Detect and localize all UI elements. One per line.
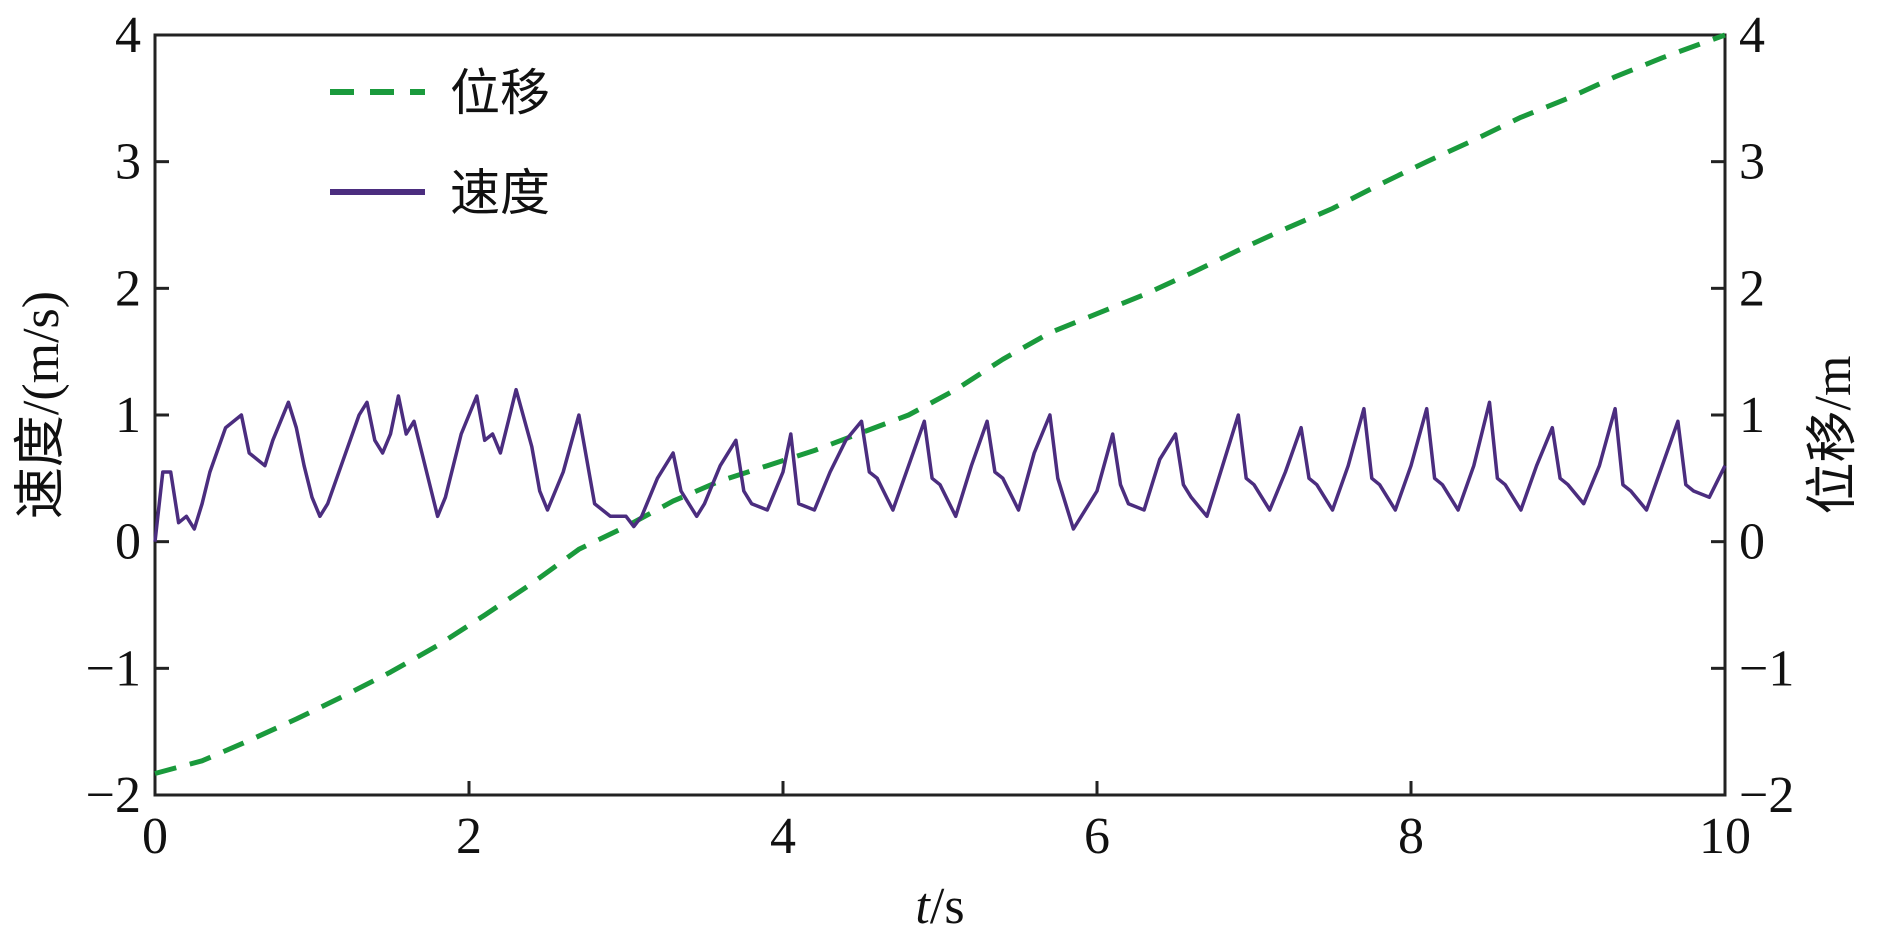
series-line-displacement [154,32,1726,776]
x-axis-label-unit: /s [930,878,965,931]
y-right-tick-label: 2 [1739,260,1765,317]
y-right-tick-label: 1 [1739,387,1765,444]
y-left-tick-label: 1 [115,387,141,444]
tick-marks [153,33,1727,797]
y-left-tick-label: 2 [115,260,141,317]
legend-label-displacement: 位移 [450,64,550,122]
x-tick-label: 6 [1084,808,1110,865]
series-layer [153,32,1727,776]
tick-labels: 0 2 4 6 8 10−2 −2−1 −10 01 12 23 34 4 [86,7,1795,865]
y-left-tick-label: 4 [115,7,141,64]
y-left-tick-label: 0 [115,514,141,571]
legend-label-velocity: 速度 [450,164,550,222]
x-tick-label: 10 [1699,808,1751,865]
y-right-tick-label: 4 [1739,7,1765,64]
series-line-velocity [153,387,1727,542]
y-right-tick-label: −1 [1739,640,1794,697]
x-tick-label: 0 [142,808,168,865]
y-right-tick-label: 0 [1739,514,1765,571]
y-right-axis-label: 位移/m [1805,356,1862,515]
x-tick-label: 8 [1398,808,1424,865]
y-right-tick-label: 3 [1739,134,1765,191]
x-axis-label: t/s [915,878,964,931]
x-axis-label-italic: t [915,878,931,931]
y-right-tick-label: −2 [1739,767,1794,824]
y-left-tick-label: −1 [86,640,141,697]
x-tick-label: 4 [770,808,796,865]
x-tick-label: 2 [456,808,482,865]
y-left-tick-label: 3 [115,134,141,191]
y-left-axis-label: 速度/(m/s) [13,291,70,519]
legend: 位移 速度 [330,64,550,222]
y-left-tick-label: −2 [86,767,141,824]
